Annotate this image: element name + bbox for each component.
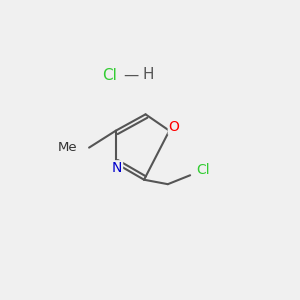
Text: Me: Me [58,141,77,154]
Text: —: — [123,67,138,82]
Text: N: N [112,161,122,175]
Text: Cl: Cl [197,163,210,177]
Text: H: H [143,67,154,82]
Text: Cl: Cl [102,68,117,83]
Text: O: O [168,120,179,134]
